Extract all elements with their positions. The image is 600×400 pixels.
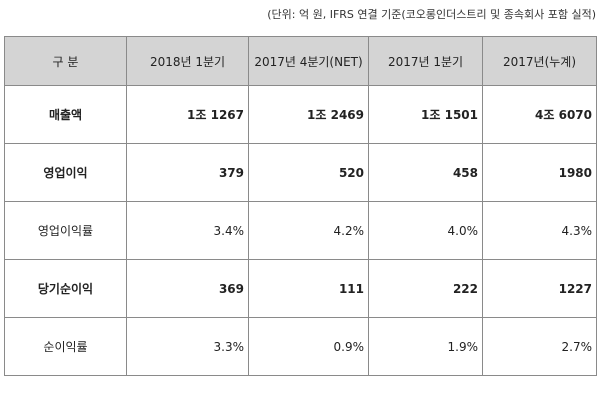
table-row-operating-profit: 영업이익 379 520 458 1980: [4, 143, 597, 202]
table-body: 매출액 1조 1267 1조 2469 1조 1501 4조 6070 영업이익…: [4, 85, 597, 376]
header-2017-total: 2017년(누계): [482, 36, 597, 86]
table-cell: 1227: [482, 259, 597, 318]
row-label: 영업이익: [4, 143, 127, 202]
header-row: 구 분 2018년 1분기 2017년 4분기(NET) 2017년 1분기 2…: [4, 36, 597, 86]
table-cell: 1조 1501: [368, 85, 483, 144]
table-cell: 369: [126, 259, 249, 318]
table-cell: 4조 6070: [482, 85, 597, 144]
table-cell: 1.9%: [368, 317, 483, 376]
table-cell: 1조 1267: [126, 85, 249, 144]
table-cell: 4.3%: [482, 201, 597, 260]
table-cell: 4.2%: [248, 201, 369, 260]
table-row-net-margin: 순이익률 3.3% 0.9% 1.9% 2.7%: [4, 317, 597, 376]
table-cell: 458: [368, 143, 483, 202]
row-label: 당기순이익: [4, 259, 127, 318]
table-cell: 3.4%: [126, 201, 249, 260]
table-cell: 379: [126, 143, 249, 202]
unit-note: (단위: 억 원, IFRS 연결 기준(코오롱인더스트리 및 종속회사 포함 …: [267, 8, 596, 21]
table-cell: 1980: [482, 143, 597, 202]
table-cell: 111: [248, 259, 369, 318]
header-2017-q1: 2017년 1분기: [368, 36, 483, 86]
header-category: 구 분: [4, 36, 127, 86]
table-cell: 222: [368, 259, 483, 318]
row-label: 영업이익률: [4, 201, 127, 260]
table-cell: 4.0%: [368, 201, 483, 260]
table-row-net-income: 당기순이익 369 111 222 1227: [4, 259, 597, 318]
header-2018-q1: 2018년 1분기: [126, 36, 249, 86]
row-label: 순이익률: [4, 317, 127, 376]
table-cell: 0.9%: [248, 317, 369, 376]
table-cell: 2.7%: [482, 317, 597, 376]
table-row-operating-margin: 영업이익률 3.4% 4.2% 4.0% 4.3%: [4, 201, 597, 260]
header-2017-q4: 2017년 4분기(NET): [248, 36, 369, 86]
table-cell: 3.3%: [126, 317, 249, 376]
table-header: 구 분 2018년 1분기 2017년 4분기(NET) 2017년 1분기 2…: [4, 36, 597, 86]
table-cell: 520: [248, 143, 369, 202]
table-cell: 1조 2469: [248, 85, 369, 144]
row-label: 매출액: [4, 85, 127, 144]
financial-table: 구 분 2018년 1분기 2017년 4분기(NET) 2017년 1분기 2…: [4, 36, 597, 376]
table-row-revenue: 매출액 1조 1267 1조 2469 1조 1501 4조 6070: [4, 85, 597, 144]
